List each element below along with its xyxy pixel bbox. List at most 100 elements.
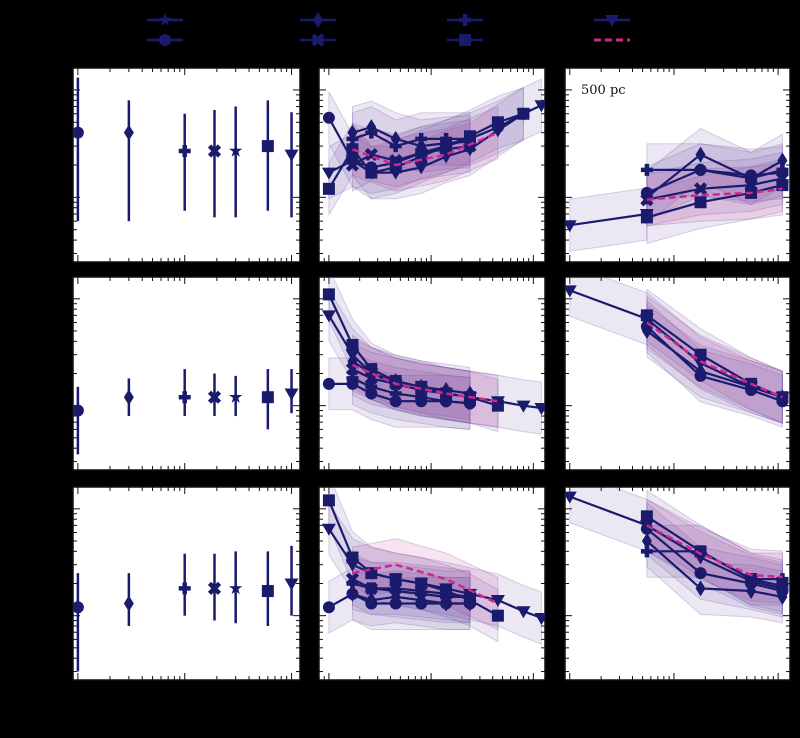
errorbar-point-square [261,100,274,211]
data-point-diamond [390,130,401,147]
data-point-x [364,581,378,595]
legend-marker-diamond [313,12,323,28]
data-point-square [640,211,653,224]
errorbar-point-circle [73,77,84,222]
panel-body [73,77,299,222]
data-point-triangle-down [364,167,379,180]
series-line-dashed [352,131,499,167]
errorbar-point-diamond [123,573,134,627]
data-point-triangle-down [565,220,577,233]
series-dashed-line [646,187,783,201]
panel-body [321,78,545,217]
data-point-x [775,171,790,186]
legend [147,12,630,47]
data-point-plus [178,391,191,404]
series-dashed-line [352,563,499,605]
data-point-circle [694,567,707,580]
panel-body [565,487,790,624]
panel-frame [564,67,791,263]
legend-entry-star [147,13,183,26]
series-line [646,184,783,219]
series-diamond [641,532,788,605]
panel-annotation: 500 pc [581,83,626,98]
data-point-plus [346,372,359,385]
data-point-plus [440,132,453,145]
legend-entry-triangle-down [594,15,630,27]
errorbar-point-plus [178,553,191,616]
data-point-triangle-down [565,285,577,298]
data-point-diamond [123,595,134,612]
series-plus [346,126,476,153]
data-point-star [229,390,243,403]
data-point-diamond [641,532,652,549]
series-x [640,171,790,207]
data-point-diamond [777,588,788,605]
series-line [646,540,783,598]
errorbar-point-plus [178,369,191,417]
data-point-square [346,143,359,156]
data-point-triangle-down [490,125,505,138]
data-point-triangle-down [388,167,403,180]
data-point-x [414,146,428,160]
data-point-triangle-down [490,396,505,409]
data-point-plus [365,126,378,139]
series-line [646,527,783,593]
panel-r1-c0 [72,276,301,471]
ticks [72,277,300,470]
data-point-diamond [777,152,788,169]
data-point-diamond [366,592,377,609]
panel-body [73,545,299,672]
panel-r0-c0 [72,67,301,263]
legend-marker-star [158,13,172,26]
data-point-triangle-down [565,491,577,504]
data-point-triangle-down [516,606,531,619]
series-line-dashed [646,524,783,579]
data-point-x [744,178,758,192]
series-triangle-down [321,523,545,626]
data-point-x [345,572,360,586]
errorbar-point-diamond [123,100,134,222]
data-point-diamond [123,389,134,406]
data-point-plus [463,132,476,145]
series-line-dashed [646,321,783,399]
data-point-triangle-down [516,400,531,413]
data-point-circle [73,601,84,614]
data-point-x [693,182,708,196]
data-point-triangle-down [345,559,360,572]
data-point-square [640,510,653,523]
panel-r2-c0 [72,486,301,681]
ticks [72,487,300,680]
panel-body [73,369,299,455]
data-point-circle [389,395,402,408]
panel-frame [72,67,301,263]
series-line [646,330,783,399]
legend-entry-plus [447,14,483,26]
data-point-plus [389,387,402,400]
legend-entry-square [447,34,483,46]
data-point-plus [440,395,453,408]
data-point-square [261,391,274,404]
data-point-x [207,581,222,595]
data-point-plus [178,582,191,595]
data-point-triangle-down [534,100,545,113]
panel-r0-c2: 500 pc [564,67,791,263]
errorbar-point-diamond [123,378,134,417]
data-point-plus [346,132,359,145]
series-plus [346,372,476,410]
data-point-triangle-down [414,162,429,175]
data-point-square [261,585,274,598]
data-point-x [207,390,222,404]
series-x [345,572,477,604]
series-line [646,168,783,194]
data-point-triangle-down [321,167,336,180]
data-point-plus [776,573,789,586]
data-point-triangle-down [284,388,299,401]
series-line [646,153,783,199]
data-point-x [640,193,654,207]
data-point-triangle-down [490,595,505,608]
data-point-square [491,609,504,622]
data-point-plus [640,163,653,176]
panel-body [565,127,790,252]
series-diamond [641,322,788,406]
